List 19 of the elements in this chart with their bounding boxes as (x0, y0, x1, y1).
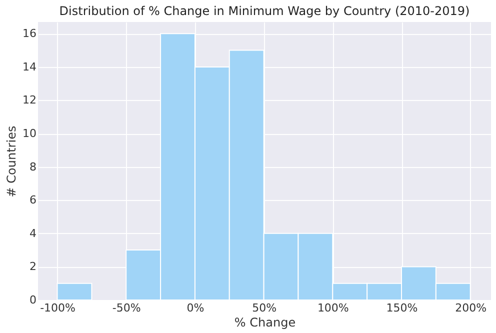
y-tick-label: 10 (22, 127, 36, 140)
x-tick-label: 0% (186, 302, 204, 314)
x-tick-label: -50% (112, 302, 141, 314)
y-tick-label: 14 (22, 60, 36, 74)
y-tick-label: 4 (30, 226, 36, 240)
y-tick-label: 2 (30, 260, 36, 274)
y-tick-label: 16 (22, 27, 36, 40)
y-tick-label: 6 (30, 194, 36, 207)
y-tick-label: 8 (30, 160, 36, 174)
x-axis-title: % Change (234, 316, 296, 330)
y-tick-label: 12 (22, 94, 36, 107)
x-tick-label: 200% (455, 302, 487, 314)
x-tick-label: 150% (386, 302, 418, 314)
x-tick-label: 100% (317, 302, 349, 314)
x-tick-label: 50% (252, 302, 277, 314)
x-tick-label: -100% (40, 302, 76, 314)
y-axis-title: # Countries (4, 126, 19, 198)
y-tick-label: 0 (30, 294, 36, 306)
chart-title: Distribution of % Change in Minimum Wage by Country (2010-2019) (59, 4, 470, 18)
